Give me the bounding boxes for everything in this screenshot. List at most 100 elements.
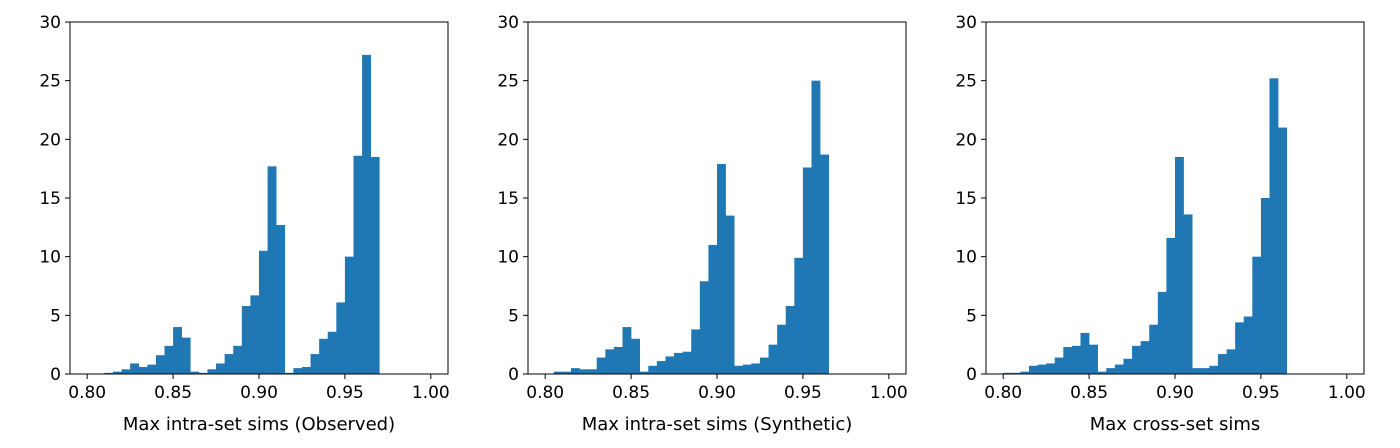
x-tick-label: 0.95 (784, 383, 822, 403)
histogram-bar (1123, 358, 1133, 374)
histogram-bar (284, 372, 294, 374)
histogram-bar (1071, 345, 1081, 374)
x-tick-label: 0.90 (1156, 383, 1194, 403)
histogram-bar (785, 305, 795, 374)
histogram-bar (1149, 324, 1159, 374)
histogram-bar (336, 302, 346, 374)
histogram-bar (198, 372, 208, 374)
y-tick-label: 10 (39, 248, 61, 268)
y-tick-label: 5 (508, 306, 519, 326)
histogram-bar (112, 371, 122, 374)
x-tick-label: 0.80 (984, 383, 1022, 403)
histogram-bar (759, 357, 769, 374)
histogram-bar (344, 256, 354, 374)
histogram-bar (1243, 316, 1253, 374)
histogram-bar (579, 369, 589, 374)
histogram-bar (1209, 365, 1219, 374)
x-tick-label: 0.80 (526, 383, 564, 403)
chart-panel-1: 0.80 0.85 0.90 0.95 1.00 0 5 10 15 20 25 30 Max intr… (39, 13, 449, 435)
histogram-bar (1166, 237, 1176, 374)
histogram-bar (1011, 372, 1021, 374)
histogram-bar (1106, 368, 1116, 374)
histogram-bar (717, 163, 726, 374)
histogram-bar (811, 80, 821, 375)
histogram-bar (130, 363, 140, 374)
histogram-bar (1140, 341, 1150, 374)
x-tick-label: 0.85 (612, 383, 650, 403)
histogram-bar (656, 361, 666, 374)
histogram-bar (241, 305, 251, 374)
x-tick-label: 0.90 (698, 383, 736, 403)
histogram-bar (155, 355, 165, 374)
histogram-bar (1157, 291, 1167, 374)
histogram-bar (173, 327, 182, 374)
y-tick-label: 0 (508, 365, 519, 385)
histogram-bar (588, 369, 598, 374)
x-tick-label: 1.00 (412, 383, 450, 403)
histogram-bar (267, 166, 277, 374)
histogram-bar (1200, 368, 1210, 374)
histogram-bar (104, 372, 114, 374)
histogram-bar (802, 167, 812, 374)
histogram-bar (233, 345, 243, 374)
histogram-bar (1080, 332, 1090, 374)
y-tick-label: 10 (955, 248, 977, 268)
bars (104, 54, 380, 374)
y-tick-label: 15 (39, 189, 61, 209)
histogram-bar (725, 215, 735, 374)
y-tick-label: 15 (955, 189, 977, 209)
histogram-bar (1183, 214, 1193, 374)
histogram-bar (751, 363, 761, 374)
histogram-bar (1097, 371, 1107, 374)
histogram-bar (1269, 78, 1279, 374)
histogram-bar (164, 345, 174, 374)
histogram-bar (1063, 347, 1073, 374)
histogram-bar (605, 349, 615, 374)
histogram-bar (259, 250, 268, 374)
histogram-bar (1175, 156, 1184, 374)
y-tick-label: 30 (955, 13, 977, 33)
x-tick-label: 0.85 (154, 383, 192, 403)
histogram-bar (250, 295, 260, 374)
histogram-bar (1114, 364, 1124, 374)
y-tick-label: 30 (497, 13, 519, 33)
histogram-bar (708, 244, 718, 374)
histogram-bar (181, 337, 191, 374)
histogram-bar (1003, 372, 1013, 374)
histogram-bar (1192, 368, 1202, 374)
histogram-bar (224, 354, 234, 374)
histogram-bar (207, 369, 217, 374)
histogram-bar (631, 338, 640, 374)
histogram-bar (596, 357, 606, 374)
x-tick-label: 1.00 (870, 383, 908, 403)
y-tick-label: 15 (497, 189, 519, 209)
histogram-bar (820, 154, 829, 374)
histogram-bar (310, 354, 320, 374)
histogram-bar (1132, 345, 1141, 374)
y-tick-label: 10 (497, 248, 519, 268)
y-tick-label: 30 (39, 13, 61, 33)
y-tick-label: 5 (50, 306, 61, 326)
y-tick-label: 5 (966, 306, 977, 326)
x-axis-label: Max cross-set sims (1090, 414, 1261, 435)
y-tick-label: 20 (955, 130, 977, 150)
x-tick-label: 0.95 (326, 383, 364, 403)
histogram-bar (1235, 322, 1245, 374)
y-tick-label: 25 (497, 72, 519, 92)
x-tick-label: 0.85 (1070, 383, 1108, 403)
histogram-bar (1054, 357, 1064, 374)
histogram-bar (691, 329, 701, 374)
histogram-bar (648, 365, 658, 374)
histogram-bar (327, 331, 337, 374)
histogram-bar (1089, 344, 1098, 374)
x-tick-label: 0.90 (240, 383, 278, 403)
y-tick-label: 0 (966, 365, 977, 385)
histogram-bar (665, 356, 675, 374)
histogram-bar (562, 371, 572, 374)
histogram-bar (370, 156, 380, 374)
histogram-bar (1217, 354, 1227, 374)
x-tick-label: 1.00 (1328, 383, 1366, 403)
histogram-bar (1252, 256, 1262, 374)
histogram-bar (147, 364, 157, 374)
histogram-bar (362, 54, 371, 374)
